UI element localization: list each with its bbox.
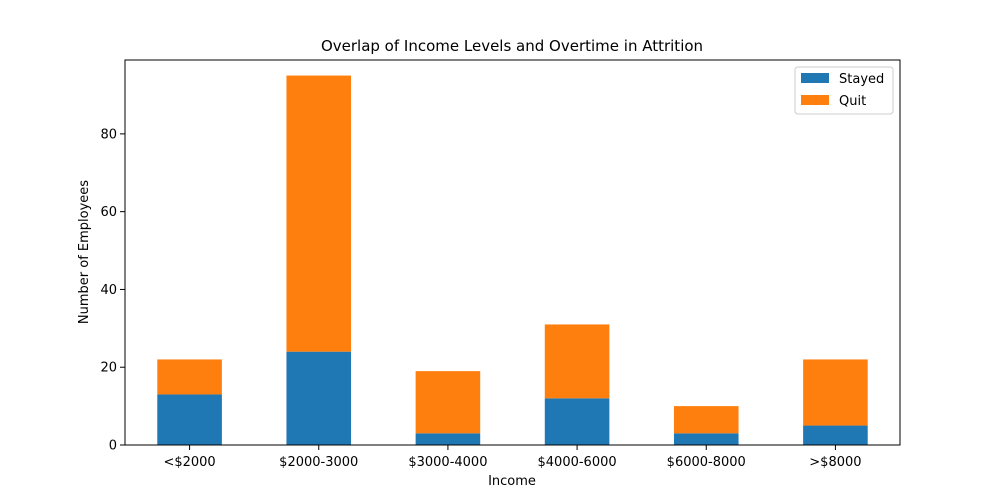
x-tick-label-5: >$8000 <box>809 455 861 470</box>
y-tick-label-3: 60 <box>100 205 117 220</box>
bars-group <box>157 75 868 445</box>
bar-quit-3 <box>544 324 610 399</box>
x-tick-label-1: $2000-3000 <box>279 455 358 470</box>
x-tick-label-4: $6000-8000 <box>667 455 746 470</box>
x-axis-label: Income <box>488 474 536 489</box>
bar-quit-2 <box>415 371 481 434</box>
x-tick-label-0: <$2000 <box>163 455 215 470</box>
y-tick-label-2: 40 <box>100 283 117 298</box>
y-tick-label-1: 20 <box>100 361 117 376</box>
legend-label-stayed: Stayed <box>839 72 884 87</box>
legend: Stayed Quit <box>794 66 894 115</box>
y-tick-label-4: 80 <box>100 127 117 142</box>
bar-stayed-3 <box>544 398 610 445</box>
x-tick-label-3: $4000-6000 <box>538 455 617 470</box>
bar-quit-4 <box>673 406 739 434</box>
y-tick-label-0: 0 <box>109 439 117 454</box>
bar-stayed-0 <box>157 394 222 445</box>
x-tick-label-2: $3000-4000 <box>408 455 487 470</box>
bar-quit-5 <box>803 359 868 426</box>
bar-quit-1 <box>286 75 352 352</box>
plot-frame <box>124 59 901 446</box>
legend-swatch-quit <box>801 95 829 105</box>
chart-title: Overlap of Income Levels and Overtime in… <box>321 37 703 55</box>
legend-label-quit: Quit <box>839 94 866 109</box>
legend-swatch-stayed <box>801 73 829 83</box>
y-axis-ticks: 0 20 40 60 80 <box>100 127 125 454</box>
bar-stayed-2 <box>415 433 481 445</box>
bar-quit-0 <box>157 359 222 395</box>
x-axis-ticks: <$2000 $2000-3000 $3000-4000 $4000-6000 $600… <box>163 445 862 470</box>
bar-stayed-1 <box>286 351 352 445</box>
bar-stayed-5 <box>803 425 868 445</box>
y-axis-label: Number of Employees <box>77 180 92 324</box>
bar-stayed-4 <box>673 433 739 445</box>
